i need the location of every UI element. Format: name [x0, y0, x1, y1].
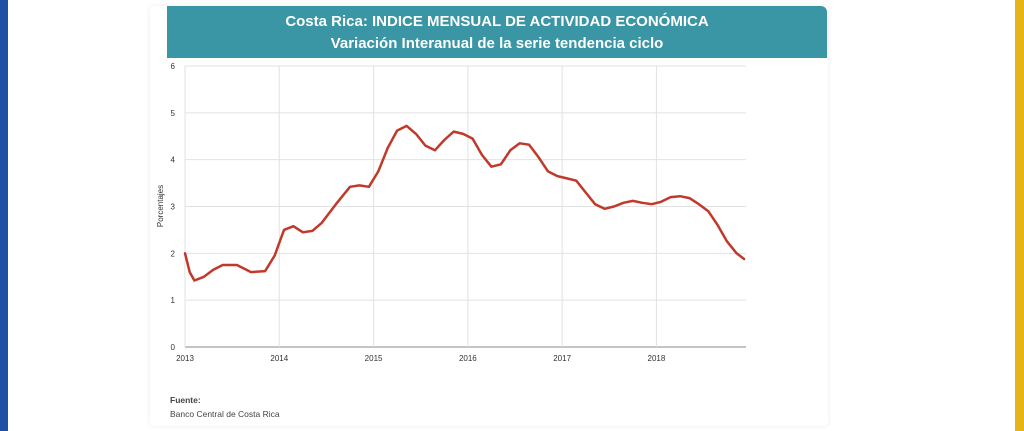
x-tick-label: 2015 — [365, 354, 383, 363]
x-tick-label: 2014 — [270, 354, 288, 363]
source-text: Banco Central de Costa Rica — [170, 409, 280, 419]
chart-series — [183, 124, 746, 282]
y-tick-label: 3 — [171, 203, 176, 212]
right-edge-stripe — [1015, 0, 1024, 431]
y-tick-label: 2 — [171, 249, 176, 258]
x-tick-label: 2016 — [459, 354, 477, 363]
chart-card — [150, 6, 828, 426]
x-tick-label: 2018 — [648, 354, 666, 363]
chart-tick-labels: 0 1 2 3 4 5 6 2013 2014 2015 2016 2017 2018 — [171, 62, 666, 363]
y-tick-label: 5 — [171, 109, 176, 118]
x-tick-label: 2013 — [176, 354, 194, 363]
chart-grid — [184, 65, 746, 348]
y-tick-label: 6 — [171, 62, 176, 71]
y-tick-label: 0 — [171, 343, 176, 352]
y-tick-label: 1 — [171, 296, 176, 305]
x-tick-label: 2017 — [553, 354, 571, 363]
left-edge-stripe — [0, 0, 8, 431]
source-label: Fuente: — [170, 395, 201, 405]
chart-subtitle: Variación Interanual de la serie tendenc… — [330, 35, 664, 52]
y-axis-title: Porcentajes — [156, 185, 165, 227]
chart-title: Costa Rica: INDICE MENSUAL DE ACTIVIDAD … — [285, 13, 709, 30]
y-tick-label: 4 — [171, 156, 176, 165]
chart-header: Costa Rica: INDICE MENSUAL DE ACTIVIDAD … — [167, 6, 827, 58]
series-line — [183, 124, 746, 282]
